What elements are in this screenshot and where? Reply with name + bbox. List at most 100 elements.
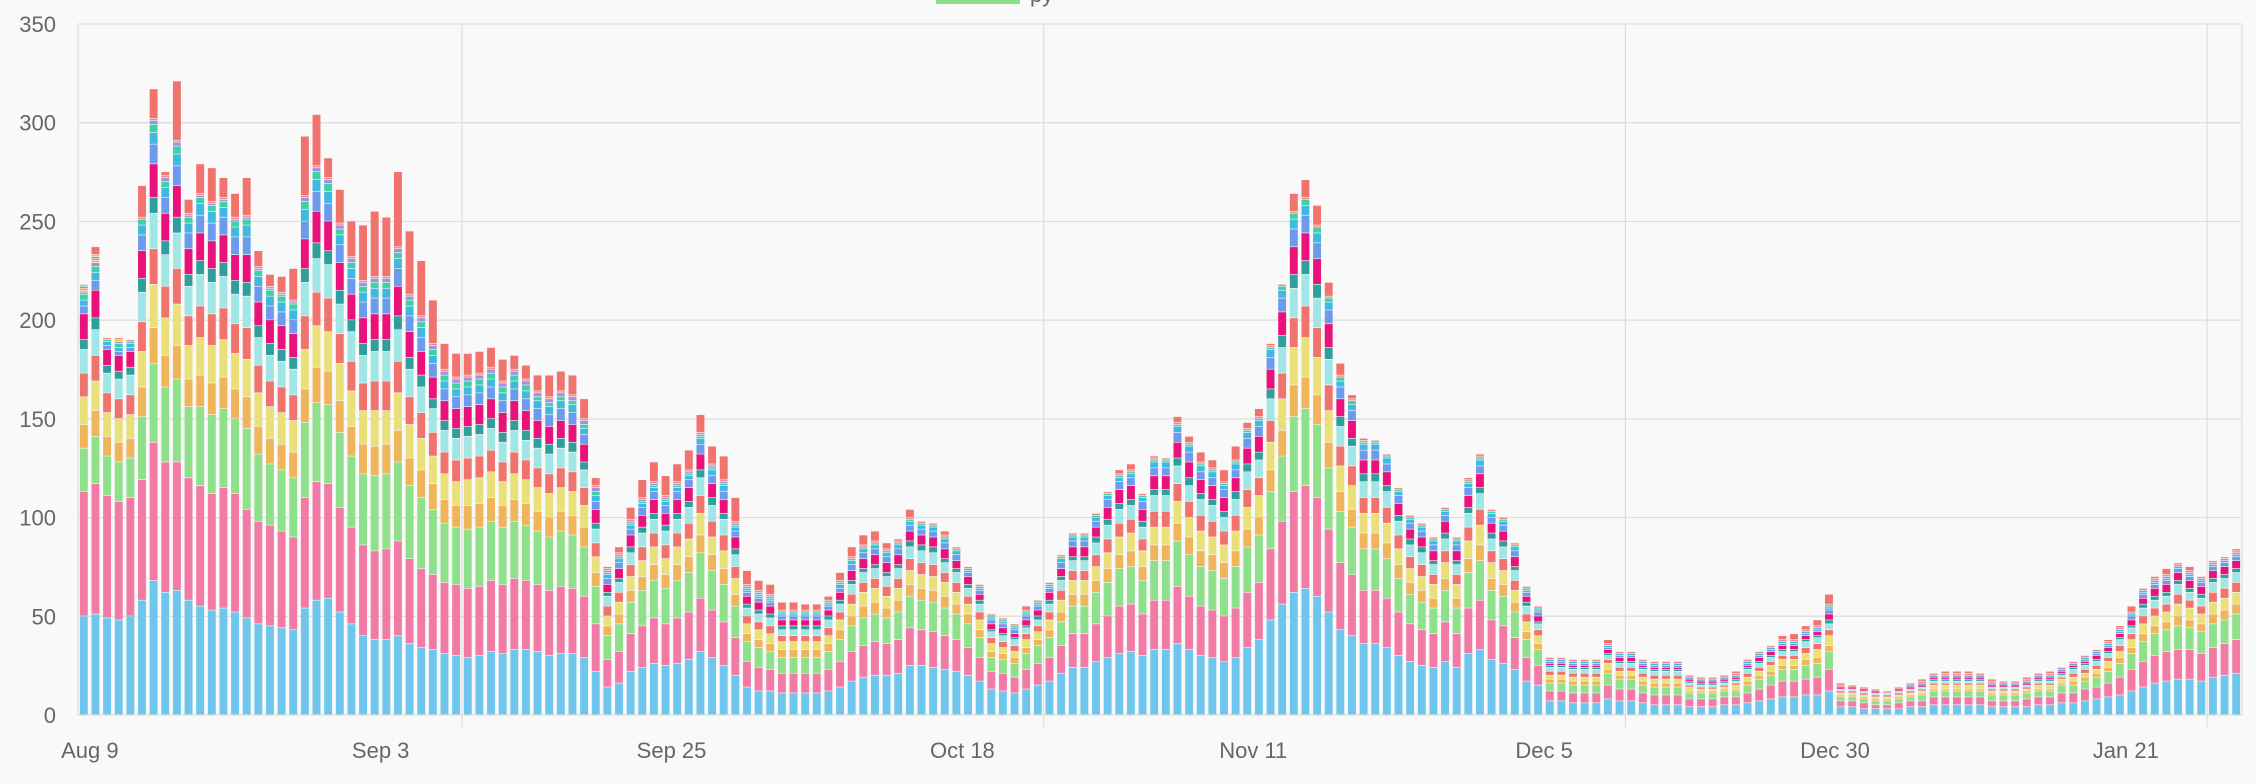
bar-segment (2127, 626, 2136, 628)
bar-segment (1406, 523, 1415, 529)
bar-segment (452, 527, 461, 585)
bar-segment (440, 582, 449, 654)
bar-segment (1336, 511, 1345, 563)
bar-segment (242, 177, 251, 215)
bar-segment (254, 276, 263, 286)
bar-segment (2162, 574, 2171, 577)
bar-segment (1720, 681, 1729, 683)
bar-segment (940, 559, 949, 563)
bar-segment (1266, 442, 1275, 470)
bar-segment (1778, 645, 1787, 650)
bar-segment (126, 341, 135, 344)
bar-segment (1755, 667, 1764, 671)
bar-segment (615, 578, 623, 583)
bar-segment (1336, 466, 1345, 492)
bar-segment (382, 639, 391, 715)
bar-segment (2080, 661, 2089, 664)
bar-segment (1592, 703, 1601, 715)
bar (568, 375, 577, 715)
bar-segment (1545, 657, 1554, 660)
bar-segment (1708, 707, 1717, 715)
bar-segment (1499, 559, 1508, 571)
bar-segment (1510, 602, 1519, 612)
bar-segment (324, 158, 333, 178)
bar-segment (917, 600, 926, 630)
bar (207, 168, 216, 715)
bar-segment (1092, 661, 1100, 715)
bar-segment (2104, 671, 2113, 683)
x-tick-label: Sep 3 (352, 738, 410, 763)
bar-segment (1068, 606, 1077, 634)
bar-segment (684, 470, 693, 472)
bar-segment (370, 446, 379, 476)
bar-segment (1929, 681, 1938, 683)
bar-segment (743, 608, 751, 616)
bar-segment (929, 564, 938, 577)
bar-segment (940, 562, 949, 573)
bar-segment (510, 430, 519, 452)
bar-segment (1289, 592, 1298, 715)
bar (952, 547, 961, 715)
bar-segment (2139, 616, 2148, 624)
bar-segment (545, 655, 554, 715)
bar-segment (79, 294, 88, 300)
bar-segment (1871, 705, 1880, 709)
bar-segment (1103, 491, 1112, 494)
bar (254, 251, 263, 715)
bar-segment (2046, 673, 2054, 675)
bar-segment (2162, 568, 2171, 575)
bar-segment (1475, 458, 1484, 460)
bar-segment (2197, 580, 2206, 583)
bar-segment (1243, 432, 1252, 438)
bar-segment (324, 298, 333, 332)
bar (1150, 456, 1159, 715)
bar-segment (1964, 705, 1973, 715)
bar-segment (638, 507, 647, 515)
bar-segment (103, 393, 112, 413)
bar-segment (440, 452, 449, 474)
bar-segment (684, 572, 693, 612)
bar-segment (1650, 671, 1659, 675)
bar-segment (661, 499, 670, 502)
bar-segment (2197, 624, 2206, 632)
bar-segment (987, 630, 996, 632)
bar-segment (1929, 691, 1938, 697)
bar-segment (231, 237, 240, 255)
bar-segment (1289, 274, 1298, 288)
bar-segment (1092, 624, 1100, 662)
bar-segment (1057, 590, 1066, 600)
bar-segment (1766, 649, 1775, 652)
bar-segment (1161, 495, 1170, 512)
bar-segment (1348, 527, 1356, 575)
bar-segment (149, 164, 158, 198)
bar-segment (1953, 675, 1961, 677)
bar-segment (1417, 525, 1426, 527)
bar-segment (696, 444, 705, 454)
bar-segment (533, 420, 542, 438)
bar-segment (1441, 521, 1449, 533)
bar-segment (149, 442, 158, 581)
bar-segment (1673, 663, 1682, 666)
bar-segment (2034, 683, 2043, 685)
bar-segment (1348, 438, 1356, 446)
bar-segment (1638, 693, 1647, 703)
bar-segment (568, 653, 577, 715)
bar-segment (673, 663, 682, 715)
bar-segment (1487, 513, 1496, 517)
bar-segment (789, 620, 798, 626)
legend[interactable]: py (936, 0, 1053, 7)
bar-segment (1126, 464, 1135, 470)
bar-segment (1534, 649, 1543, 666)
bar-segment (335, 507, 344, 612)
bar-segment (1662, 667, 1671, 669)
bar-segment (1417, 553, 1426, 565)
bar-segment (1220, 497, 1228, 512)
bar-segment (1697, 699, 1705, 707)
bar-segment (1080, 570, 1089, 581)
bar-segment (1278, 312, 1287, 336)
bar-segment (2162, 630, 2171, 652)
bar-segment (172, 379, 181, 462)
bar (556, 371, 565, 715)
bar-segment (2115, 638, 2124, 640)
bar-segment (708, 468, 717, 470)
